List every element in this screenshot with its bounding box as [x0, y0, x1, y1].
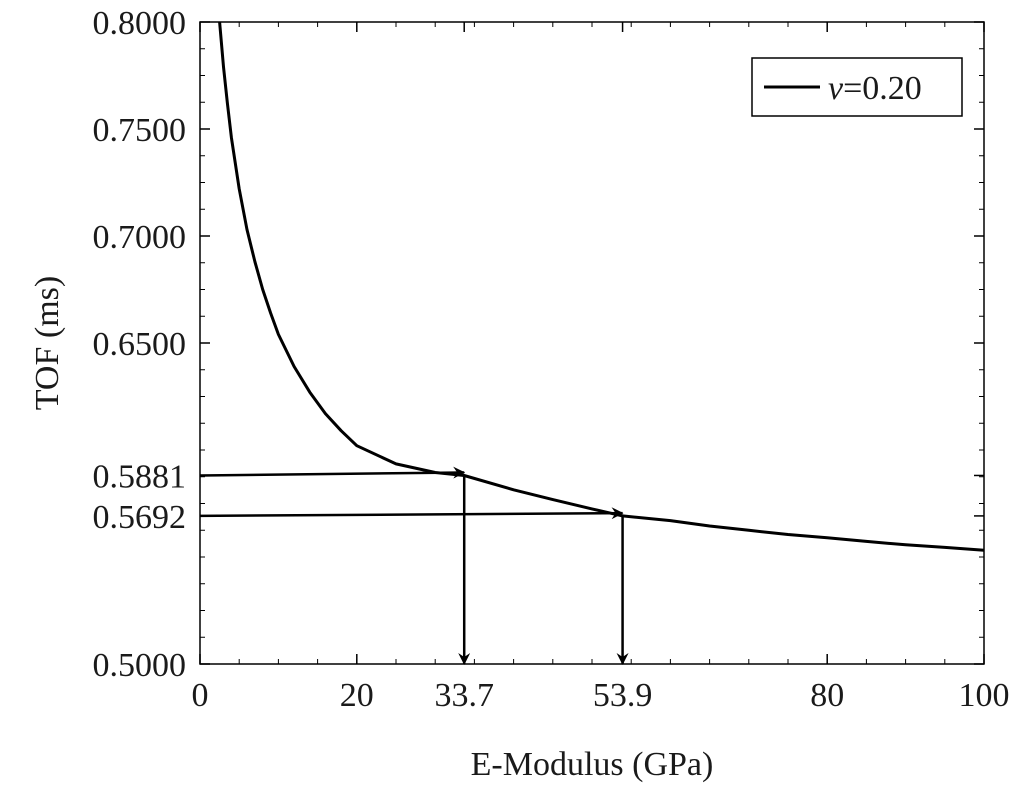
annotation-arrow: [199, 466, 466, 479]
x-tick-label: 20: [340, 677, 374, 714]
x-tick-label: 0: [192, 677, 209, 714]
legend-value: =0.20: [843, 70, 922, 107]
y-tick-label: 0.6500: [93, 326, 187, 363]
legend-symbol: ν: [828, 70, 844, 107]
y-tick-label: 0.7000: [93, 219, 187, 256]
plot-frame: [199, 21, 985, 665]
minor-ticks: [199, 21, 985, 665]
annotation-arrow: [199, 507, 624, 520]
plot-border: [199, 21, 985, 665]
series-line: [218, 21, 985, 552]
annotation-layer: [199, 466, 629, 665]
y-tick-label: 0.8000: [93, 5, 187, 42]
y-axis-title: TOF (ms): [29, 276, 66, 410]
y-tick-label: 0.5000: [93, 647, 187, 684]
x-axis-title: E-Modulus (GPa): [471, 746, 714, 783]
y-tick-label: 0.5881: [93, 458, 187, 495]
x-tick-label: 33.7: [434, 677, 494, 714]
x-tick-label: 100: [959, 677, 1010, 714]
major-ticks: [199, 21, 985, 665]
tick-labels: 0 20 33.7 53.9 80 100 0.5000 0.5692 0.5881 0.6500…: [93, 5, 1010, 714]
y-tick-label: 0.7500: [93, 112, 187, 149]
x-tick-label: 53.9: [593, 677, 653, 714]
x-tick-label: 80: [810, 677, 844, 714]
legend: ν=0.20: [751, 57, 963, 117]
legend-label: ν=0.20: [828, 70, 922, 107]
y-tick-label: 0.5692: [93, 499, 187, 536]
series-layer: [218, 21, 985, 552]
